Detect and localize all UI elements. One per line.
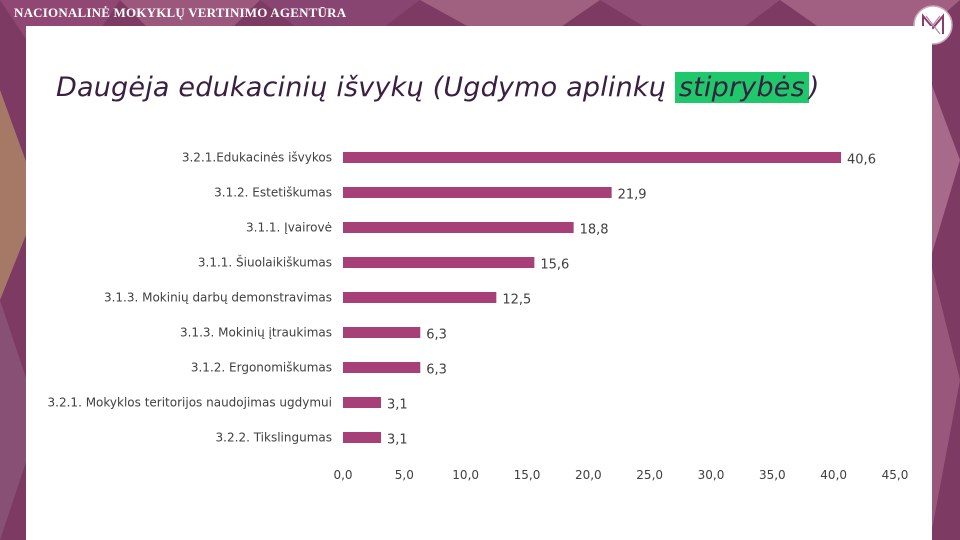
x-axis-ticks: 0,0 5,0 10,0 15,0 20,0 25,0 30,0 35,0 40,0 45,0 <box>333 468 908 482</box>
x-tick-4: 20,0 <box>575 468 602 482</box>
slide-title: Daugėja edukacinių išvykų (Ugdymo aplink… <box>56 72 820 103</box>
value-label-6: 6,3 <box>426 363 447 378</box>
bar-8 <box>343 432 382 443</box>
x-tick-1: 5,0 <box>395 468 414 482</box>
category-label-6: 3.1.2. Ergonomiškumas <box>191 361 332 375</box>
category-label-7: 3.2.1. Mokyklos teritorijos naudojimas u… <box>48 396 332 410</box>
x-tick-6: 30,0 <box>698 468 725 482</box>
value-label-7: 3,1 <box>387 398 408 413</box>
bar-2 <box>343 222 574 233</box>
x-tick-5: 25,0 <box>636 468 663 482</box>
x-tick-0: 0,0 <box>333 468 352 482</box>
title-pre: Daugėja edukacinių išvykų (Ugdymo aplink… <box>56 72 675 103</box>
bar-7 <box>343 397 382 408</box>
value-label-2: 18,8 <box>580 223 609 238</box>
x-tick-2: 10,0 <box>452 468 479 482</box>
category-labels: 3.2.1.Edukacinės išvykos 3.1.2. Estetišku… <box>48 151 332 445</box>
x-tick-3: 15,0 <box>514 468 541 482</box>
bars-group <box>343 152 842 443</box>
value-label-8: 3,1 <box>387 433 408 448</box>
bar-4 <box>343 292 497 303</box>
agency-name: NACIONALINĖ MOKYKLŲ VERTINIMO AGENTŪRA <box>14 5 347 20</box>
bar-5 <box>343 327 421 338</box>
x-tick-9: 45,0 <box>882 468 909 482</box>
bar-0 <box>343 152 842 163</box>
value-labels: 40,6 21,9 18,8 15,6 12,5 6,3 6,3 3,1 3,1 <box>387 153 876 448</box>
value-label-0: 40,6 <box>847 153 876 168</box>
category-label-8: 3.2.2. Tikslingumas <box>216 431 332 445</box>
x-tick-7: 35,0 <box>759 468 786 482</box>
category-label-4: 3.1.3. Mokinių darbų demonstravimas <box>104 291 332 305</box>
bar-3 <box>343 257 535 268</box>
value-label-4: 12,5 <box>502 293 531 308</box>
category-label-2: 3.1.1. Įvairovė <box>246 221 332 235</box>
title-highlight: stiprybės <box>674 72 809 103</box>
bar-6 <box>343 362 421 373</box>
x-tick-8: 40,0 <box>820 468 847 482</box>
value-label-5: 6,3 <box>426 328 447 343</box>
value-label-1: 21,9 <box>618 188 647 203</box>
content-panel <box>26 26 932 540</box>
value-label-3: 15,6 <box>540 258 569 273</box>
category-label-5: 3.1.3. Mokinių įtraukimas <box>180 326 332 340</box>
category-label-3: 3.1.1. Šiuolaikiškumas <box>198 255 332 270</box>
bar-1 <box>343 187 612 198</box>
title-post: ) <box>808 72 820 103</box>
category-label-1: 3.1.2. Estetiškumas <box>214 186 332 200</box>
category-label-0: 3.2.1.Edukacinės išvykos <box>182 151 332 165</box>
